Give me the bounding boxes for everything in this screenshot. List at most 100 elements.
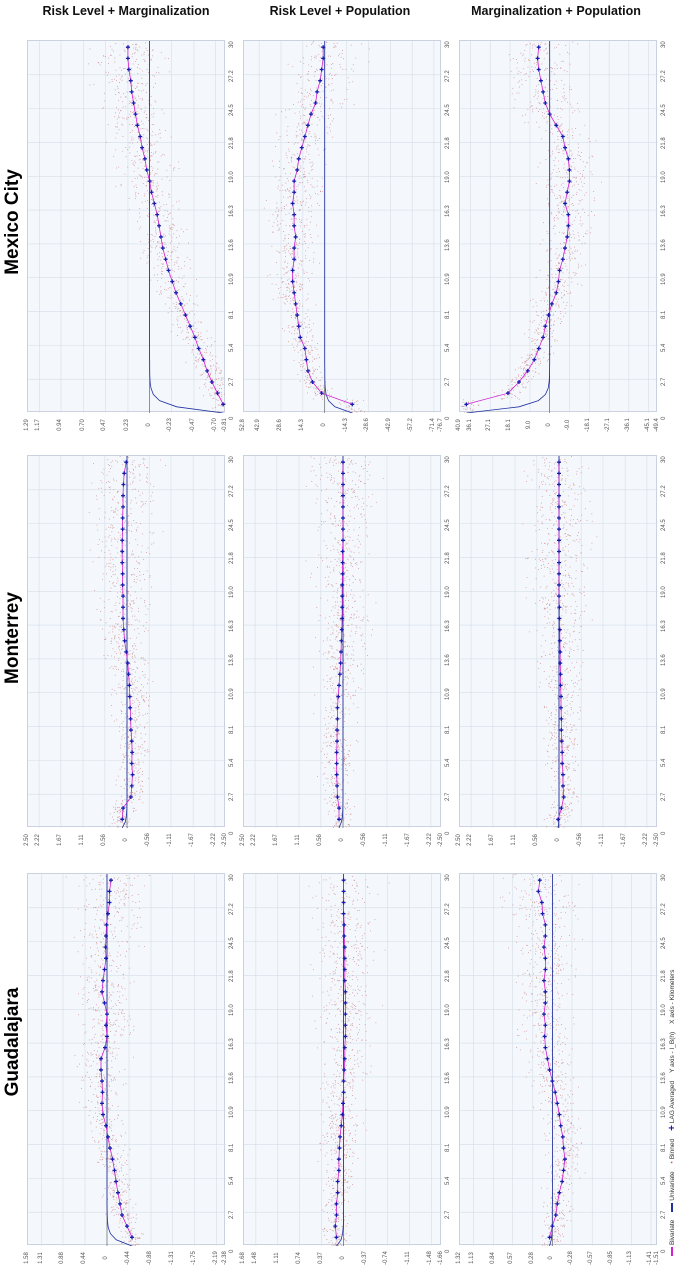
y-tick-label: 1.48 xyxy=(252,1246,258,1270)
x-tick-label: 13.6 xyxy=(445,654,451,666)
y-tick-label: 0 xyxy=(146,413,152,437)
y-tick-label: 1.67 xyxy=(273,828,279,852)
x-tick-label: 30 xyxy=(661,41,667,48)
y-tick-label: 0.88 xyxy=(59,1246,65,1270)
x-tick-label: 16.3 xyxy=(229,1038,235,1050)
x-tick-label: 2.7 xyxy=(661,378,667,386)
x-tick-label: 21.8 xyxy=(661,138,667,150)
x-tick-label: 0 xyxy=(229,417,235,420)
city-label: Monterrey xyxy=(2,538,24,738)
y-tick-label: 0.70 xyxy=(80,413,86,437)
y-tick-label: 28.6 xyxy=(277,413,283,437)
x-tick-label: 10.9 xyxy=(445,1106,451,1118)
y-tick-label: -2.19 xyxy=(213,1246,219,1270)
x-tick-label: 24.5 xyxy=(229,519,235,531)
x-tick-label: 19.0 xyxy=(229,172,235,184)
x-tick-label: 5.4 xyxy=(445,344,451,352)
scatter-panel xyxy=(459,40,657,412)
x-tick-label: 8.1 xyxy=(445,1143,451,1151)
x-tick-label: 2.7 xyxy=(445,378,451,386)
x-tick-label: 21.8 xyxy=(229,138,235,150)
y-tick-label: 0.44 xyxy=(81,1246,87,1270)
y-tick-label: -76.7 xyxy=(438,413,444,437)
y-tick-label: -2.50 xyxy=(222,828,228,852)
x-tick-label: 21.8 xyxy=(445,553,451,565)
y-tick-label: 0.28 xyxy=(529,1246,535,1270)
x-tick-label: 24.5 xyxy=(229,104,235,116)
y-tick-label: -1.66 xyxy=(438,1246,444,1270)
y-tick-label: 2.22 xyxy=(251,828,257,852)
x-tick-label: 27.2 xyxy=(661,485,667,497)
y-tick-label: 0 xyxy=(123,828,129,852)
x-tick-label: 19.0 xyxy=(661,172,667,184)
y-tick-label: -9.0 xyxy=(565,413,571,437)
y-tick-label: -2.50 xyxy=(654,828,660,852)
column-title: Risk Level + Population xyxy=(240,4,440,18)
y-tick-label: -1.11 xyxy=(405,1246,411,1270)
x-tick-label: 10.9 xyxy=(445,273,451,285)
x-tick-label: 13.6 xyxy=(229,654,235,666)
y-tick-label: -27.1 xyxy=(605,413,611,437)
city-label: Guadalajara xyxy=(2,942,24,1142)
x-tick-label: 10.9 xyxy=(229,688,235,700)
y-tick-label: 0 xyxy=(555,828,561,852)
y-tick-label: -0.57 xyxy=(588,1246,594,1270)
y-tick-label: 0.47 xyxy=(101,413,107,437)
x-tick-label: 8.1 xyxy=(229,1143,235,1151)
x-tick-label: 8.1 xyxy=(229,725,235,733)
y-tick-label: 40.9 xyxy=(456,413,462,437)
y-tick-label: -1.11 xyxy=(383,828,389,852)
x-tick-label: 5.4 xyxy=(229,344,235,352)
x-tick-label: 0 xyxy=(661,417,667,420)
dot-icon: • xyxy=(669,1161,676,1163)
x-tick-label: 2.7 xyxy=(661,793,667,801)
x-tick-label: 2.7 xyxy=(445,793,451,801)
y-tick-label: -0.44 xyxy=(125,1246,131,1270)
y-tick-label: 0 xyxy=(321,413,327,437)
x-tick-label: 27.2 xyxy=(445,903,451,915)
y-tick-label: 0.56 xyxy=(533,828,539,852)
y-tick-label: 0.37 xyxy=(318,1246,324,1270)
x-tick-label: 21.8 xyxy=(445,971,451,983)
y-tick-label: 1.11 xyxy=(274,1246,280,1270)
x-tick-label: 21.8 xyxy=(445,138,451,150)
y-tick-label: -1.41 xyxy=(647,1246,653,1270)
x-tick-label: 8.1 xyxy=(229,310,235,318)
y-tick-label: 18.1 xyxy=(506,413,512,437)
y-tick-label: -1.75 xyxy=(191,1246,197,1270)
x-tick-label: 0 xyxy=(661,832,667,835)
y-tick-label: -2.38 xyxy=(222,1246,228,1270)
x-tick-label: 2.7 xyxy=(229,378,235,386)
x-tick-label: 21.8 xyxy=(229,971,235,983)
y-tick-label: -49.4 xyxy=(654,413,660,437)
y-tick-label: -1.31 xyxy=(169,1246,175,1270)
scatter-panel xyxy=(27,40,225,412)
y-tick-label: 1.58 xyxy=(24,1246,30,1270)
cross-icon: + xyxy=(667,1125,678,1131)
x-tick-label: 19.0 xyxy=(445,172,451,184)
x-tick-label: 30 xyxy=(445,41,451,48)
x-tick-label: 27.2 xyxy=(229,70,235,82)
x-tick-label: 13.6 xyxy=(661,239,667,251)
y-tick-label: 1.11 xyxy=(511,828,517,852)
x-tick-label: 2.7 xyxy=(445,1211,451,1219)
x-tick-label: 27.2 xyxy=(445,485,451,497)
x-tick-label: 19.0 xyxy=(661,587,667,599)
y-tick-label: -0.56 xyxy=(577,828,583,852)
y-tick-label: 42.9 xyxy=(255,413,261,437)
scatter-panel xyxy=(459,873,657,1245)
y-tick-label: 2.22 xyxy=(467,828,473,852)
x-tick-label: 0 xyxy=(229,832,235,835)
scatter-panel xyxy=(243,40,441,412)
x-tick-label: 27.2 xyxy=(229,903,235,915)
y-tick-label: 1.29 xyxy=(24,413,30,437)
y-tick-label: 1.31 xyxy=(38,1246,44,1270)
x-tick-label: 10.9 xyxy=(445,688,451,700)
x-tick-label: 5.4 xyxy=(661,344,667,352)
x-tick-label: 5.4 xyxy=(661,759,667,767)
x-tick-label: 27.2 xyxy=(661,70,667,82)
x-tick-label: 5.4 xyxy=(445,759,451,767)
x-tick-label: 8.1 xyxy=(661,310,667,318)
y-tick-label: -18.1 xyxy=(585,413,591,437)
y-tick-label: 0.56 xyxy=(317,828,323,852)
